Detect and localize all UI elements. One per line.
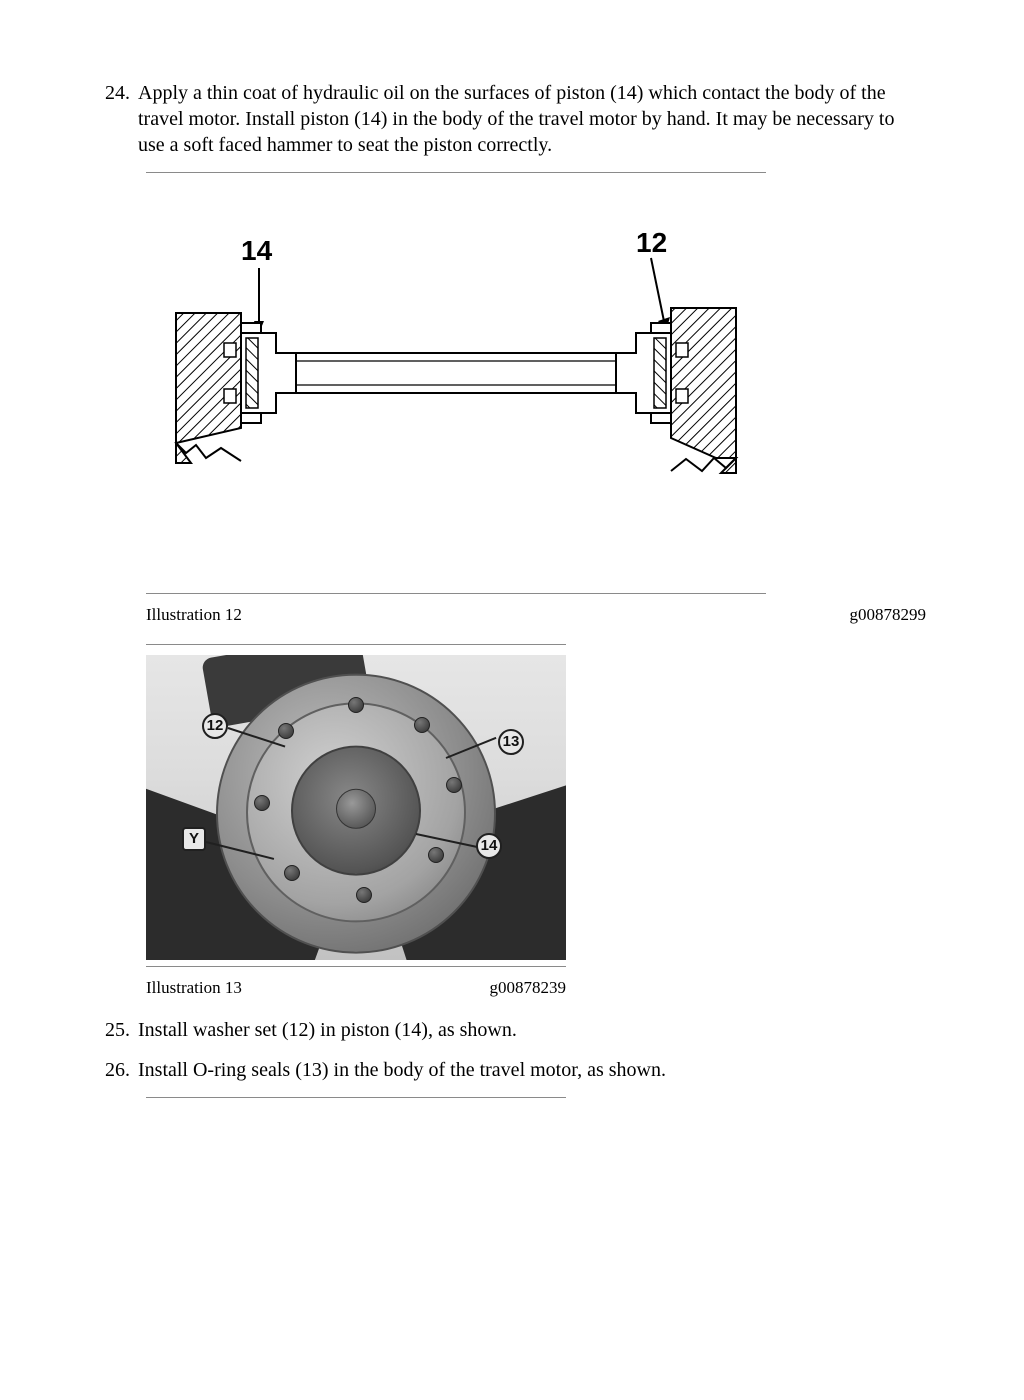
illustration-13-photo: 12 13 14 Y [146,655,566,960]
callout-12: 12 [636,225,667,261]
bolt-icon [284,865,300,881]
callout-Y: Y [182,827,206,851]
callout-14: 14 [241,233,272,269]
cross-section-svg [146,203,766,583]
bolt-icon [278,723,294,739]
rule [146,593,766,594]
rule [146,1097,566,1098]
rule [146,644,566,645]
hub [336,788,376,828]
illustration-12-diagram: 14 12 [146,203,766,583]
step-text: Apply a thin coat of hydraulic oil on th… [138,80,924,158]
step-text: Install O-ring seals (13) in the body of… [138,1057,924,1083]
callout-14: 14 [476,833,502,859]
illustration-13-caption: Illustration 13 g00878239 [146,977,566,999]
illustration-label: Illustration 13 [146,977,242,999]
rule [146,966,566,967]
illustration-code: g00878299 [850,604,927,626]
illustration-code: g00878239 [490,977,567,999]
step-number: 26. [100,1057,138,1083]
rule [146,172,766,173]
step-number: 25. [100,1017,138,1043]
bolt-icon [446,777,462,793]
bolt-icon [428,847,444,863]
callout-12: 12 [202,713,228,739]
bolt-icon [414,717,430,733]
step-26: 26. Install O-ring seals (13) in the bod… [100,1057,924,1083]
illustration-12-caption: Illustration 12 g00878299 [146,604,926,626]
bolt-icon [356,887,372,903]
bolt-icon [254,795,270,811]
callout-13: 13 [498,729,524,755]
illustration-label: Illustration 12 [146,604,242,626]
step-text: Install washer set (12) in piston (14), … [138,1017,924,1043]
illustration-12-block: 14 12 [146,172,924,999]
step-24: 24. Apply a thin coat of hydraulic oil o… [100,80,924,158]
trailing-rule-block [146,1097,924,1098]
step-25: 25. Install washer set (12) in piston (1… [100,1017,924,1043]
bolt-icon [348,697,364,713]
step-number: 24. [100,80,138,158]
